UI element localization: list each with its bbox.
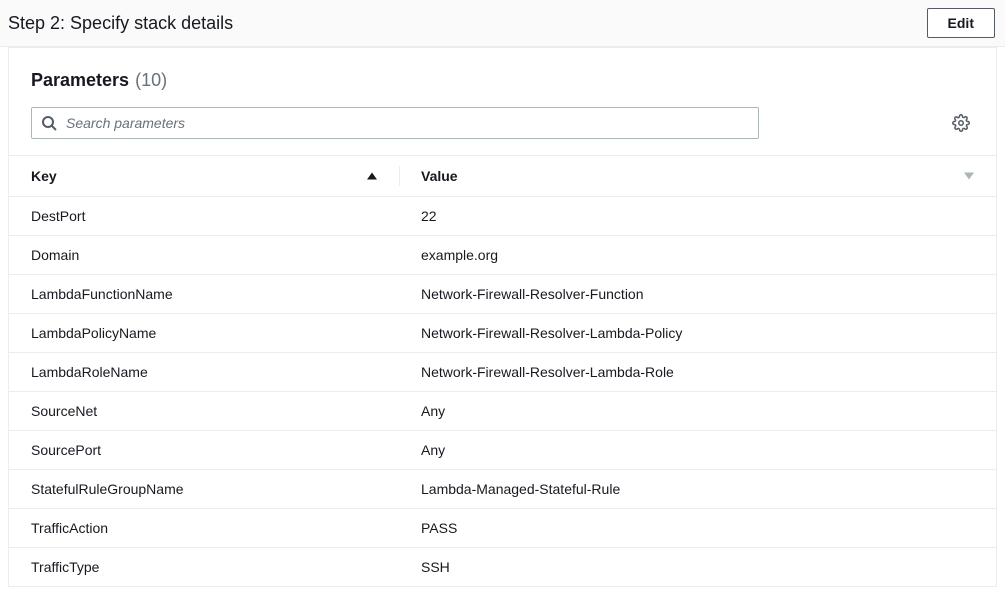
gear-icon (952, 114, 970, 132)
search-icon (41, 115, 57, 131)
column-header-value[interactable]: Value (399, 156, 996, 197)
cell-key: StatefulRuleGroupName (9, 470, 399, 509)
toolbar (9, 107, 996, 155)
table-row: DestPort22 (9, 197, 996, 236)
cell-value: example.org (399, 236, 996, 275)
panel-title: Parameters (31, 70, 129, 91)
table-row: LambdaPolicyNameNetwork-Firewall-Resolve… (9, 314, 996, 353)
cell-key: TrafficType (9, 548, 399, 587)
search-wrap (31, 107, 759, 139)
table-row: Domainexample.org (9, 236, 996, 275)
cell-value: Any (399, 392, 996, 431)
cell-value: Network-Firewall-Resolver-Function (399, 275, 996, 314)
sort-none-icon (964, 173, 974, 180)
cell-key: LambdaRoleName (9, 353, 399, 392)
step-title: Step 2: Specify stack details (8, 13, 233, 34)
table-row: SourcePortAny (9, 431, 996, 470)
panel-count: (10) (135, 70, 167, 91)
parameters-panel: Parameters (10) Key (8, 47, 997, 587)
cell-key: Domain (9, 236, 399, 275)
panel-header: Parameters (10) (9, 48, 996, 107)
table-row: SourceNetAny (9, 392, 996, 431)
edit-button[interactable]: Edit (927, 8, 995, 38)
column-header-key[interactable]: Key (9, 156, 399, 197)
search-input[interactable] (31, 107, 759, 139)
cell-key: SourceNet (9, 392, 399, 431)
cell-value: Any (399, 431, 996, 470)
cell-value: Lambda-Managed-Stateful-Rule (399, 470, 996, 509)
table-row: LambdaFunctionNameNetwork-Firewall-Resol… (9, 275, 996, 314)
parameters-table: Key Value DestPort22Domainexample.orgLam… (9, 155, 996, 586)
column-label: Key (31, 168, 57, 184)
cell-value: SSH (399, 548, 996, 587)
cell-key: SourcePort (9, 431, 399, 470)
cell-key: LambdaPolicyName (9, 314, 399, 353)
cell-value: Network-Firewall-Resolver-Lambda-Role (399, 353, 996, 392)
cell-value: 22 (399, 197, 996, 236)
cell-value: Network-Firewall-Resolver-Lambda-Policy (399, 314, 996, 353)
sort-asc-icon (367, 173, 377, 180)
cell-key: LambdaFunctionName (9, 275, 399, 314)
column-label: Value (421, 168, 458, 184)
cell-key: TrafficAction (9, 509, 399, 548)
settings-button[interactable] (948, 110, 974, 136)
table-row: TrafficActionPASS (9, 509, 996, 548)
table-row: TrafficTypeSSH (9, 548, 996, 587)
cell-key: DestPort (9, 197, 399, 236)
step-header: Step 2: Specify stack details Edit (0, 0, 1005, 47)
table-row: LambdaRoleNameNetwork-Firewall-Resolver-… (9, 353, 996, 392)
cell-value: PASS (399, 509, 996, 548)
table-row: StatefulRuleGroupNameLambda-Managed-Stat… (9, 470, 996, 509)
